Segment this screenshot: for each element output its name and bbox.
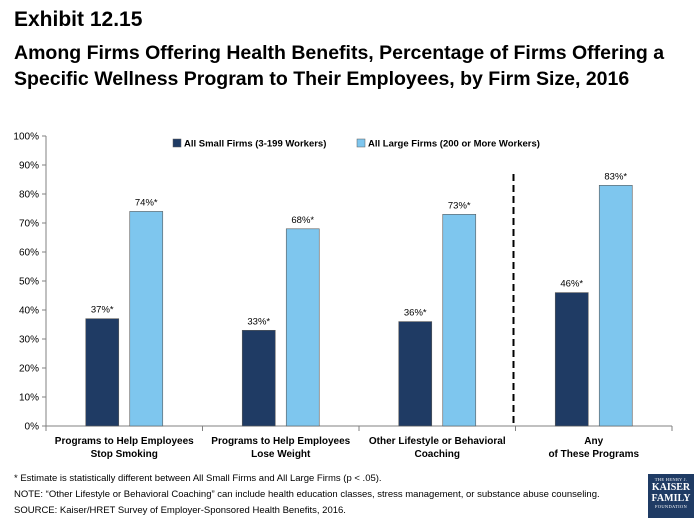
y-tick-label: 10% <box>19 393 39 404</box>
category-label: Other Lifestyle or Behavioral <box>369 436 506 447</box>
data-label: 74%* <box>135 197 158 208</box>
bar-large-firms <box>286 229 319 426</box>
data-label: 36%* <box>404 308 427 319</box>
bar-large-firms <box>130 211 163 426</box>
bar-small-firms <box>399 322 432 426</box>
bar-large-firms <box>599 185 632 426</box>
bar-small-firms <box>555 293 588 426</box>
category-label: Any <box>584 436 603 447</box>
bar-chart: 0% 10% 20% 30% 40% 50% 60% 70% 80% 90% 100% 37%* 74%… <box>0 0 698 523</box>
data-label: 46%* <box>560 279 583 290</box>
y-tick-label: 100% <box>13 132 39 143</box>
data-label: 73%* <box>448 200 471 211</box>
y-tick-label: 90% <box>19 161 39 172</box>
data-label: 37%* <box>91 305 114 316</box>
category-label: Lose Weight <box>251 449 311 460</box>
bar-small-firms <box>86 319 119 426</box>
y-tick-label: 70% <box>19 219 39 230</box>
data-label: 33%* <box>247 316 270 327</box>
footnote-significance: * Estimate is statistically different be… <box>14 473 382 485</box>
footnote-note: NOTE: “Other Lifestyle or Behavioral Coa… <box>14 489 600 501</box>
category-label: Stop Smoking <box>91 449 158 460</box>
y-tick-label: 60% <box>19 248 39 259</box>
y-tick-label: 40% <box>19 306 39 317</box>
legend-label: All Large Firms (200 or More Workers) <box>368 139 540 150</box>
bar-large-firms <box>443 214 476 426</box>
y-tick-label: 30% <box>19 335 39 346</box>
category-label: of These Programs <box>548 449 639 460</box>
kff-logo: THE HENRY J. KAISER FAMILY FOUNDATION <box>648 474 694 518</box>
data-label: 68%* <box>291 215 314 226</box>
y-tick-label: 50% <box>19 277 39 288</box>
data-label: 83%* <box>604 171 627 182</box>
bar-small-firms <box>242 330 275 426</box>
category-label: Coaching <box>414 449 460 460</box>
category-label: Programs to Help Employees <box>55 436 194 447</box>
legend-label: All Small Firms (3-199 Workers) <box>184 139 326 150</box>
y-tick-label: 20% <box>19 364 39 375</box>
legend-swatch <box>173 139 181 147</box>
footnote-source: SOURCE: Kaiser/HRET Survey of Employer-S… <box>14 505 346 517</box>
category-label: Programs to Help Employees <box>211 436 350 447</box>
y-tick-label: 80% <box>19 190 39 201</box>
legend-swatch <box>357 139 365 147</box>
y-tick-label: 0% <box>25 422 40 433</box>
